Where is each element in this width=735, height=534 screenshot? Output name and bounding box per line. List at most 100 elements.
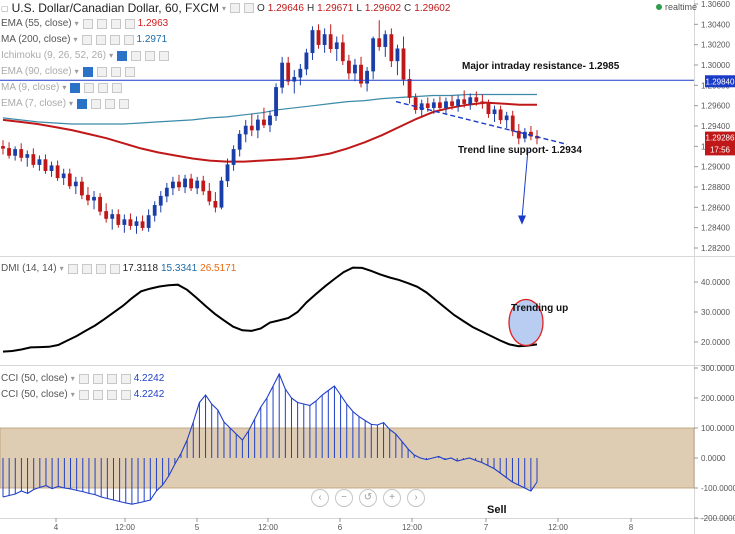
indicator-eye-button[interactable]: [82, 66, 93, 77]
indicator-remove-button[interactable]: [124, 66, 135, 77]
indicator-dropdown-icon[interactable]: ▾: [62, 83, 67, 92]
indicator-add-button[interactable]: [110, 18, 121, 29]
dmi-add-button[interactable]: [95, 263, 106, 274]
indicator-row[interactable]: EMA (90, close) ▾: [1, 66, 135, 77]
indicator-dropdown-icon[interactable]: ▾: [69, 99, 74, 108]
candle-body: [365, 70, 369, 84]
scroll-right-button[interactable]: ›: [407, 489, 425, 507]
cci-remove-button[interactable]: [120, 373, 131, 384]
dmi-eye-button[interactable]: [67, 263, 78, 274]
indicator-remove-button[interactable]: [123, 34, 134, 45]
candle-body: [249, 125, 254, 131]
cci-header[interactable]: CCI (50, close) ▾ 4.2242: [1, 373, 164, 384]
zoom-in-button[interactable]: +: [383, 489, 401, 507]
candle-body: [243, 125, 248, 135]
price-tick-label: 1.29400: [701, 122, 730, 131]
indicator-add-button[interactable]: [145, 50, 156, 61]
candle-body: [189, 178, 194, 189]
dmi-label[interactable]: DMI (14, 14): [1, 263, 57, 274]
cci-dropdown-icon[interactable]: ▾: [70, 390, 75, 399]
symbol-title[interactable]: U.S. Dollar/Canadian Dollar, 60, FXCM: [11, 1, 219, 15]
indicator-settings-button[interactable]: [84, 82, 95, 93]
indicator-settings-button[interactable]: [91, 98, 102, 109]
cci-header[interactable]: CCI (50, close) ▾ 4.2242: [1, 389, 164, 400]
candle-body: [171, 181, 175, 189]
cci-eye-button[interactable]: [78, 373, 89, 384]
indicator-row[interactable]: EMA (7, close) ▾: [1, 98, 130, 109]
indicator-settings-button[interactable]: [131, 50, 142, 61]
candle-body: [298, 68, 303, 78]
dmi-dropdown-icon[interactable]: ▾: [59, 264, 64, 273]
cci-eye-button[interactable]: [78, 389, 89, 400]
candle-body: [49, 165, 54, 171]
indicator-label[interactable]: EMA (90, close): [1, 66, 72, 77]
indicator-dropdown-icon[interactable]: ▾: [74, 19, 79, 28]
candle-body: [462, 99, 467, 104]
cci-value: 4.2242: [133, 373, 165, 384]
price-tick-label: 1.28600: [701, 203, 730, 212]
cci-remove-button[interactable]: [120, 389, 131, 400]
indicator-label[interactable]: Ichimoku (9, 26, 52, 26): [1, 50, 107, 61]
candle-body: [1, 146, 5, 149]
indicator-eye-button[interactable]: [70, 82, 81, 93]
candle-body: [474, 97, 479, 102]
indicator-eye-button[interactable]: [77, 98, 88, 109]
trending-up-annotation: Trending up: [511, 303, 568, 314]
dmi-settings-button[interactable]: [81, 263, 92, 274]
time-tick-label: 12:00: [402, 523, 423, 532]
indicator-remove-button[interactable]: [124, 18, 135, 29]
dmi-remove-button[interactable]: [109, 263, 120, 274]
collapse-caret[interactable]: ▢: [1, 3, 9, 13]
cci-settings-button[interactable]: [92, 389, 103, 400]
realtime-indicator: realtime: [655, 2, 697, 12]
candle-body: [444, 101, 448, 108]
indicator-value: 1.2971: [136, 34, 168, 45]
indicator-row[interactable]: MA (9, close) ▾: [1, 82, 123, 93]
dmi-header[interactable]: DMI (14, 14) ▾ 17.3118 15.3341 26.5171: [1, 263, 236, 274]
price-badges: 1.29840 1.29286 17:56: [705, 75, 735, 156]
trending-up-bubble: [508, 298, 544, 347]
indicator-label[interactable]: MA (9, close): [1, 82, 60, 93]
cci-label[interactable]: CCI (50, close): [1, 373, 68, 384]
scroll-left-button[interactable]: ‹: [311, 489, 329, 507]
indicator-settings-button[interactable]: [96, 66, 107, 77]
zoom-out-button[interactable]: −: [335, 489, 353, 507]
candle-body: [152, 205, 157, 216]
indicator-row[interactable]: MA (200, close) ▾ 1.2971: [1, 34, 167, 45]
indicator-dropdown-icon[interactable]: ▾: [109, 51, 114, 60]
indicator-eye-button[interactable]: [117, 50, 128, 61]
symbol-dropdown-icon[interactable]: ▾: [221, 3, 226, 13]
indicator-remove-button[interactable]: [119, 98, 130, 109]
cci-tick-label: 300.0000: [701, 364, 735, 373]
indicator-eye-button[interactable]: [82, 18, 93, 29]
open-label: O: [257, 2, 265, 14]
indicator-eye-button[interactable]: [81, 34, 92, 45]
reset-button[interactable]: ↺: [359, 489, 377, 507]
indicator-dropdown-icon[interactable]: ▾: [74, 67, 79, 76]
indicator-add-button[interactable]: [110, 66, 121, 77]
candle-body: [231, 149, 236, 165]
indicator-remove-button[interactable]: [112, 82, 123, 93]
cci-dropdown-icon[interactable]: ▾: [70, 374, 75, 383]
indicator-add-button[interactable]: [105, 98, 116, 109]
indicator-add-button[interactable]: [109, 34, 120, 45]
candle-body: [438, 102, 442, 108]
indicator-label[interactable]: MA (200, close): [1, 34, 71, 45]
cci-add-button[interactable]: [106, 373, 117, 384]
indicator-settings-button[interactable]: [96, 18, 107, 29]
visibility-toggle[interactable]: [230, 3, 240, 13]
indicator-row[interactable]: Ichimoku (9, 26, 52, 26) ▾: [1, 50, 170, 61]
indicator-label[interactable]: EMA (55, close): [1, 18, 72, 29]
indicator-add-button[interactable]: [98, 82, 109, 93]
candle-body: [31, 154, 36, 165]
cci-label[interactable]: CCI (50, close): [1, 389, 68, 400]
indicator-dropdown-icon[interactable]: ▾: [73, 35, 78, 44]
cci-add-button[interactable]: [106, 389, 117, 400]
indicator-label[interactable]: EMA (7, close): [1, 98, 67, 109]
settings-toggle[interactable]: [244, 3, 254, 13]
indicator-settings-button[interactable]: [95, 34, 106, 45]
indicator-row[interactable]: EMA (55, close) ▾ 1.2963: [1, 18, 168, 29]
cci-settings-button[interactable]: [92, 373, 103, 384]
indicator-remove-button[interactable]: [159, 50, 170, 61]
